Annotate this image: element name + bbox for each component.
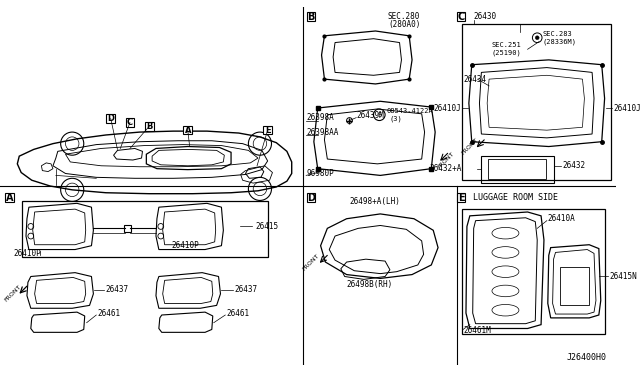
Text: 26410J: 26410J: [433, 103, 461, 112]
Text: SEC.280: SEC.280: [388, 12, 420, 21]
Bar: [5, 193, 14, 202]
Text: 26430: 26430: [474, 12, 497, 21]
Text: J26400H0: J26400H0: [566, 353, 607, 362]
Text: 08543-4122A: 08543-4122A: [386, 108, 433, 114]
Text: 26410J: 26410J: [613, 103, 640, 112]
Text: (25190): (25190): [491, 50, 521, 57]
Text: 26437: 26437: [234, 285, 257, 295]
Text: 26398A: 26398A: [306, 113, 334, 122]
Circle shape: [535, 36, 539, 40]
Bar: [307, 193, 316, 202]
Bar: [106, 114, 115, 123]
Text: 26410P: 26410P: [172, 241, 199, 250]
Text: (280A0): (280A0): [388, 20, 420, 29]
Text: B: B: [146, 122, 152, 131]
Text: LUGGAGE ROOM SIDE: LUGGAGE ROOM SIDE: [473, 193, 557, 202]
Text: A: A: [6, 193, 13, 202]
Text: D: D: [307, 193, 315, 202]
Bar: [481, 156, 554, 183]
Text: (3): (3): [390, 115, 403, 122]
Text: FRONT: FRONT: [436, 151, 455, 170]
Text: E: E: [265, 126, 271, 135]
Bar: [184, 126, 192, 135]
Text: SEC.251: SEC.251: [491, 42, 521, 48]
Text: FRONT: FRONT: [301, 253, 321, 272]
Bar: [22, 201, 268, 257]
Bar: [457, 12, 465, 21]
Bar: [488, 159, 546, 179]
Text: S: S: [377, 112, 381, 118]
Text: 26434: 26434: [463, 75, 486, 84]
Text: B: B: [307, 12, 315, 22]
Bar: [462, 24, 611, 180]
Text: 26461: 26461: [97, 309, 120, 318]
Text: 96980P: 96980P: [306, 169, 334, 178]
Text: 26461: 26461: [227, 309, 250, 318]
Bar: [145, 122, 154, 131]
Text: 26437: 26437: [105, 285, 128, 295]
Bar: [263, 126, 272, 135]
Text: 26415: 26415: [255, 222, 278, 231]
Text: A: A: [184, 126, 191, 135]
Text: E: E: [458, 193, 465, 202]
Text: 26410P: 26410P: [13, 249, 41, 258]
Bar: [125, 118, 134, 127]
Text: FRONT: FRONT: [3, 284, 22, 302]
Bar: [462, 209, 605, 334]
Text: 26432+A: 26432+A: [429, 164, 462, 173]
Bar: [124, 225, 131, 232]
Bar: [457, 193, 465, 202]
Text: 26498B(RH): 26498B(RH): [347, 280, 393, 289]
Text: 26432: 26432: [563, 161, 586, 170]
Text: 26461M: 26461M: [463, 326, 491, 335]
Text: 26439M: 26439M: [356, 111, 384, 120]
Text: (28336M): (28336M): [542, 38, 576, 45]
Text: C: C: [458, 12, 465, 22]
Text: D: D: [108, 114, 114, 123]
Text: SEC.283: SEC.283: [542, 31, 572, 37]
Text: 26410A: 26410A: [548, 214, 575, 223]
Text: FRONT: FRONT: [460, 137, 479, 155]
Bar: [561, 267, 589, 305]
Text: 26498+A(LH): 26498+A(LH): [349, 197, 401, 206]
Text: 26415N: 26415N: [609, 272, 637, 281]
Bar: [307, 12, 316, 21]
Text: C: C: [127, 118, 133, 127]
Text: 26398AA: 26398AA: [306, 128, 339, 137]
